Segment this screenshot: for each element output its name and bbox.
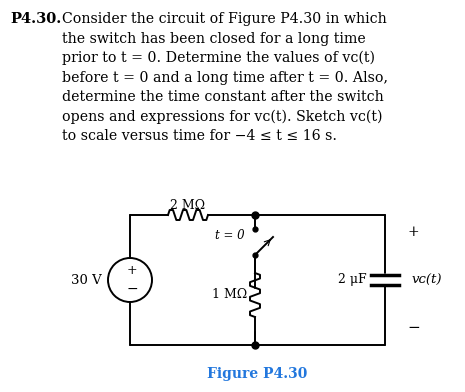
Text: +: + bbox=[407, 225, 418, 239]
Text: 1 MΩ: 1 MΩ bbox=[212, 289, 247, 301]
Text: −: − bbox=[407, 321, 420, 335]
Text: Figure P4.30: Figure P4.30 bbox=[207, 367, 308, 381]
Text: 2 μF: 2 μF bbox=[339, 274, 367, 287]
Text: vᴄ(t): vᴄ(t) bbox=[411, 274, 441, 287]
Text: to scale versus time for −4 ≤ t ≤ 16 s.: to scale versus time for −4 ≤ t ≤ 16 s. bbox=[62, 129, 337, 143]
Text: −: − bbox=[126, 282, 138, 296]
Text: P4.30.: P4.30. bbox=[10, 12, 61, 26]
Text: t = 0: t = 0 bbox=[215, 229, 245, 241]
Text: the switch has been closed for a long time: the switch has been closed for a long ti… bbox=[62, 31, 366, 45]
Text: prior to t = 0. Determine the values of vᴄ(t): prior to t = 0. Determine the values of … bbox=[62, 51, 375, 65]
Text: Consider the circuit of Figure P4.30 in which: Consider the circuit of Figure P4.30 in … bbox=[62, 12, 387, 26]
Text: 2 MΩ: 2 MΩ bbox=[171, 199, 206, 212]
Text: determine the time constant after the switch: determine the time constant after the sw… bbox=[62, 90, 384, 104]
Text: +: + bbox=[126, 265, 137, 278]
Text: before t = 0 and a long time after t = 0. Also,: before t = 0 and a long time after t = 0… bbox=[62, 71, 388, 85]
Text: opens and expressions for vᴄ(t). Sketch vᴄ(t): opens and expressions for vᴄ(t). Sketch … bbox=[62, 109, 383, 124]
Text: 30 V: 30 V bbox=[71, 274, 102, 287]
